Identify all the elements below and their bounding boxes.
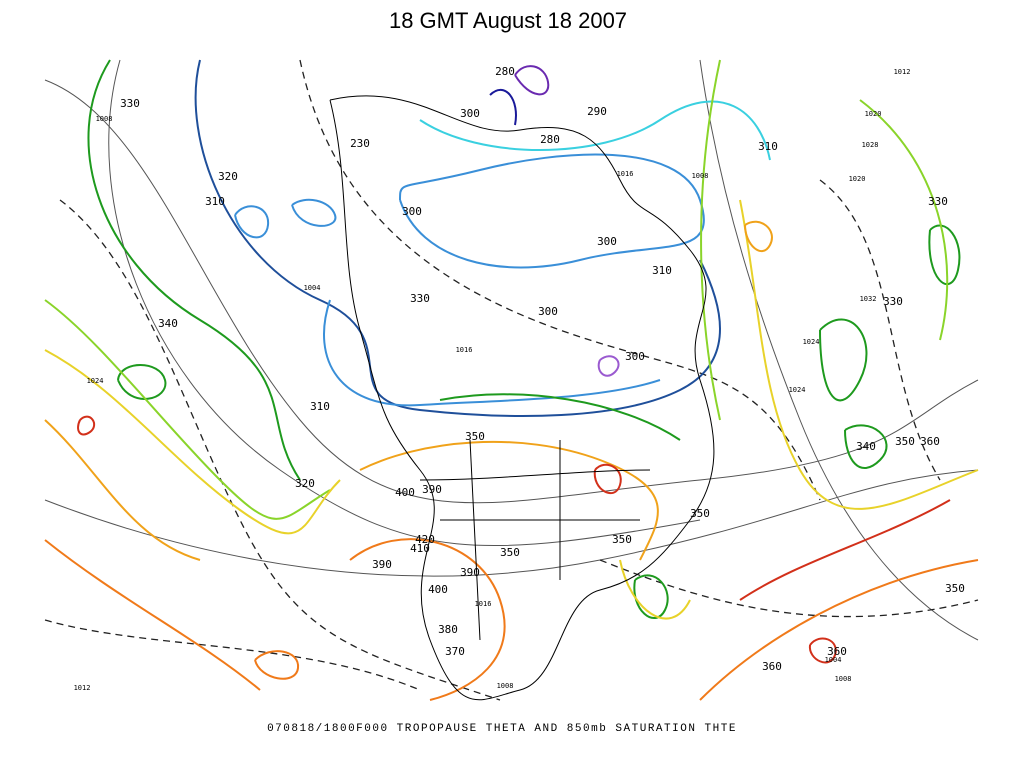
caption: 070818/1800F000 TROPOPAUSE THETA AND 850… (267, 723, 737, 735)
contour-label: 390 (422, 483, 442, 496)
title: 18 GMT August 18 2007 (389, 8, 627, 33)
contour-label: 400 (395, 486, 415, 499)
pressure-label: 1004 (304, 284, 321, 292)
contour-label: 300 (460, 107, 480, 120)
pressure-label: 1016 (617, 170, 634, 178)
pressure-label: 1008 (96, 115, 113, 123)
pressure-label: 1004 (825, 656, 842, 664)
contour-label: 340 (158, 317, 178, 330)
pressure-label: 1008 (692, 172, 709, 180)
contour-label: 370 (445, 645, 465, 658)
contour-label: 230 (350, 137, 370, 150)
contour-label: 390 (372, 558, 392, 571)
contour-label: 360 (827, 645, 847, 658)
contour-label: 280 (495, 65, 515, 78)
pressure-label: 1032 (860, 295, 877, 303)
contour-label: 310 (758, 140, 778, 153)
contour-label: 330 (883, 295, 903, 308)
contour-label: 390 (460, 566, 480, 579)
contour-label: 300 (625, 350, 645, 363)
contour-label: 350 (465, 430, 485, 443)
contour-label: 310 (652, 264, 672, 277)
contour-label: 290 (587, 105, 607, 118)
contour-label: 310 (205, 195, 225, 208)
contour-label: 350 (500, 546, 520, 559)
pressure-label: 1012 (894, 68, 911, 76)
pressure-label: 1008 (497, 682, 514, 690)
pressure-label: 1024 (87, 377, 104, 385)
pressure-label: 1016 (475, 600, 492, 608)
pressure-label: 1012 (74, 684, 91, 692)
contours (44, 59, 979, 701)
contour-label: 380 (438, 623, 458, 636)
contour-label: 320 (295, 477, 315, 490)
contour-label: 350 (895, 435, 915, 448)
contour-label: 350 (612, 533, 632, 546)
pressure-label: 1028 (862, 141, 879, 149)
contour-label: 350 (945, 582, 965, 595)
pressure-labels: 1008 1012 1020 1028 1020 1032 1024 1024 1024 1016… (74, 68, 911, 692)
pressure-label: 1024 (803, 338, 820, 346)
contour-label: 330 (928, 195, 948, 208)
contour-label: 410 (410, 542, 430, 555)
pressure-label: 1008 (835, 675, 852, 683)
pressure-label: 1020 (849, 175, 866, 183)
contour-label: 300 (597, 235, 617, 248)
contour-label: 330 (410, 292, 430, 305)
contour-label: 350 (690, 507, 710, 520)
contour-label: 360 (920, 435, 940, 448)
map-area (45, 50, 978, 706)
pressure-label: 1016 (456, 346, 473, 354)
contour-label: 310 (310, 400, 330, 413)
contour-label: 340 (856, 440, 876, 453)
contour-label: 300 (538, 305, 558, 318)
pressure-label: 1020 (865, 110, 882, 118)
contour-label: 360 (762, 660, 782, 673)
contour-label: 400 (428, 583, 448, 596)
contour-label: 300 (402, 205, 422, 218)
pressure-label: 1024 (789, 386, 806, 394)
contour-label: 280 (540, 133, 560, 146)
contour-label: 320 (218, 170, 238, 183)
contour-label: 330 (120, 97, 140, 110)
contour-label: 420 (415, 533, 435, 546)
